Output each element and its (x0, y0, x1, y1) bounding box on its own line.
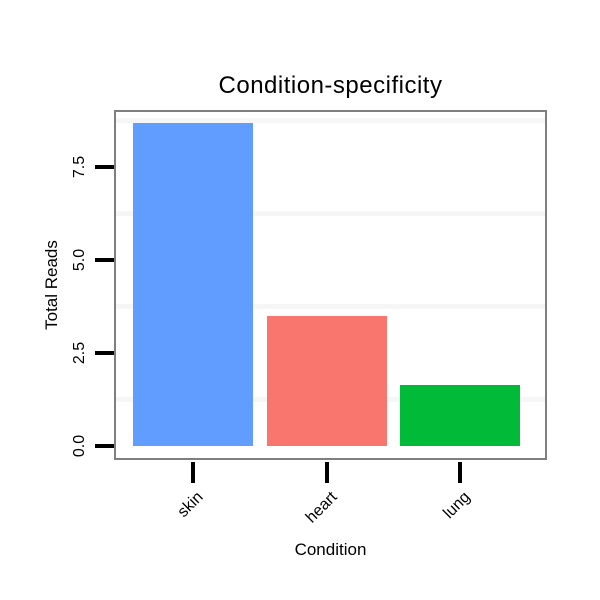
chart-title: Condition-specificity (218, 72, 443, 99)
y-axis-tick (95, 351, 114, 356)
y-axis-tick (95, 258, 114, 263)
y-axis-tick (95, 444, 114, 448)
x-axis-title: Condition (294, 540, 367, 559)
x-axis-tick (458, 462, 462, 483)
y-tick-label-7.5: 7.5 (71, 156, 88, 179)
bar-lung (400, 384, 520, 446)
bar-skin (133, 122, 253, 446)
x-axis-tick (191, 462, 195, 483)
y-tick-label-2.5: 2.5 (71, 342, 88, 365)
plot-panel (114, 110, 547, 460)
y-axis-tick (95, 165, 114, 170)
y-axis-title: Total Reads (42, 240, 61, 330)
minor-gridline (114, 304, 547, 310)
y-tick-label-0.0: 0.0 (71, 434, 88, 458)
minor-gridline (114, 211, 547, 217)
x-axis-tick (325, 462, 329, 483)
bar-heart (267, 315, 387, 446)
minor-gridline (114, 118, 547, 124)
y-tick-label-5.0: 5.0 (71, 249, 88, 272)
